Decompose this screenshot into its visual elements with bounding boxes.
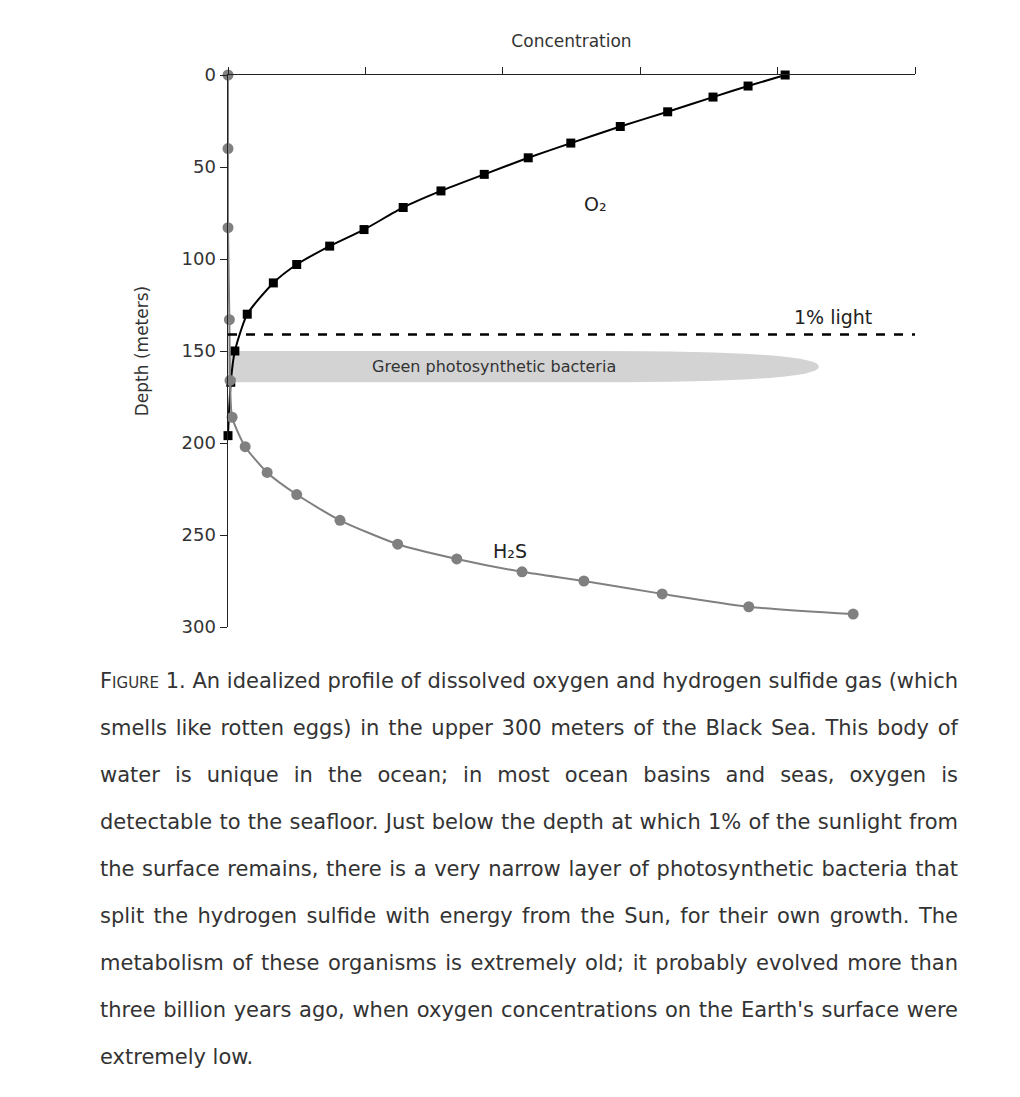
svg-text:Green photosynthetic bacteria: Green photosynthetic bacteria	[372, 357, 616, 376]
svg-text:Concentration: Concentration	[511, 31, 631, 51]
svg-text:200: 200	[182, 432, 216, 453]
svg-text:100: 100	[182, 248, 216, 269]
svg-text:0: 0	[204, 64, 215, 85]
svg-text:50: 50	[193, 156, 216, 177]
svg-text:250: 250	[182, 524, 216, 545]
svg-text:150: 150	[182, 340, 216, 361]
svg-text:Depth (meters): Depth (meters)	[132, 286, 152, 416]
html-text:Figure 1. An idealized profile: Figure 1. An idealized profile of dissol…	[100, 669, 958, 1069]
svg-text:300: 300	[182, 616, 216, 637]
svg-text:O₂: O₂	[584, 193, 607, 215]
svg-text:1% light: 1% light	[794, 306, 872, 328]
svg-text:H₂S: H₂S	[493, 540, 527, 562]
